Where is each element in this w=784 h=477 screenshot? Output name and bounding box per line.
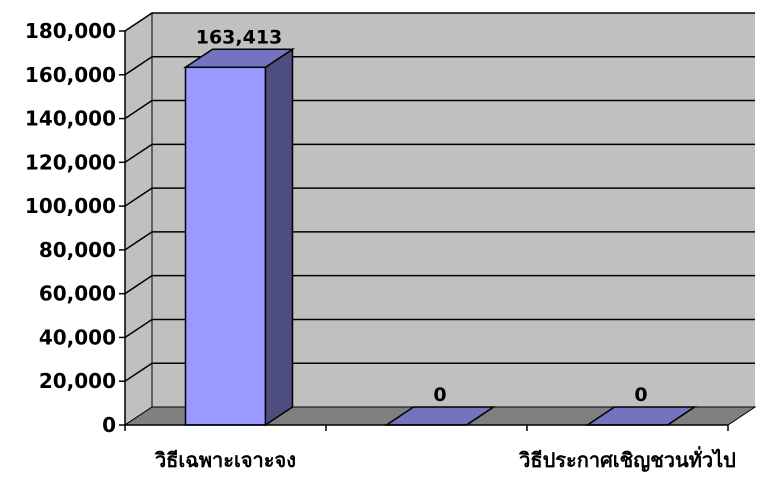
gridline	[124, 231, 755, 251]
y-tick-label: 160,000	[25, 63, 116, 87]
bars	[183, 47, 697, 427]
y-tick-label: 80,000	[39, 238, 116, 262]
gridline	[124, 56, 755, 76]
value-axis: 0 20,000 40,000 60,000 80,000 100,000 120,000 1…	[25, 19, 126, 437]
bar	[585, 406, 697, 426]
bar-front	[184, 66, 267, 426]
gridline	[124, 143, 755, 163]
data-label: 0	[634, 384, 647, 406]
data-label: 163,413	[196, 26, 283, 48]
y-tick-label: 100,000	[25, 194, 116, 218]
data-labels: 163,413 0 0	[196, 26, 648, 406]
y-tick-label: 40,000	[39, 325, 116, 349]
bar-top	[183, 48, 295, 69]
category-label: วิธีเฉพาะเจาะจง	[154, 448, 296, 472]
y-tick-label: 20,000	[39, 369, 116, 393]
gridline	[124, 274, 755, 295]
gridlines	[124, 12, 755, 382]
bar-side	[264, 47, 294, 427]
y-tick-label: 60,000	[39, 282, 116, 306]
data-label: 0	[433, 384, 446, 406]
category-label: วิธีประกาศเชิญชวนทั่วไป	[518, 445, 736, 472]
gridline	[124, 362, 755, 382]
category-axis: วิธีเฉพาะเจาะจง วิธีประกาศเชิญชวนทั่วไป	[124, 424, 736, 472]
gridline	[124, 318, 755, 339]
y-tick-label: 180,000	[25, 19, 116, 43]
y-tick-label: 140,000	[25, 107, 116, 131]
gridline	[124, 12, 755, 32]
gridline	[124, 187, 755, 207]
y-tick-label: 0	[102, 413, 116, 437]
back-wall	[152, 13, 755, 407]
bar	[183, 47, 295, 427]
gridline	[124, 99, 755, 120]
y-tick-label: 120,000	[25, 150, 116, 174]
side-wall	[124, 12, 153, 426]
